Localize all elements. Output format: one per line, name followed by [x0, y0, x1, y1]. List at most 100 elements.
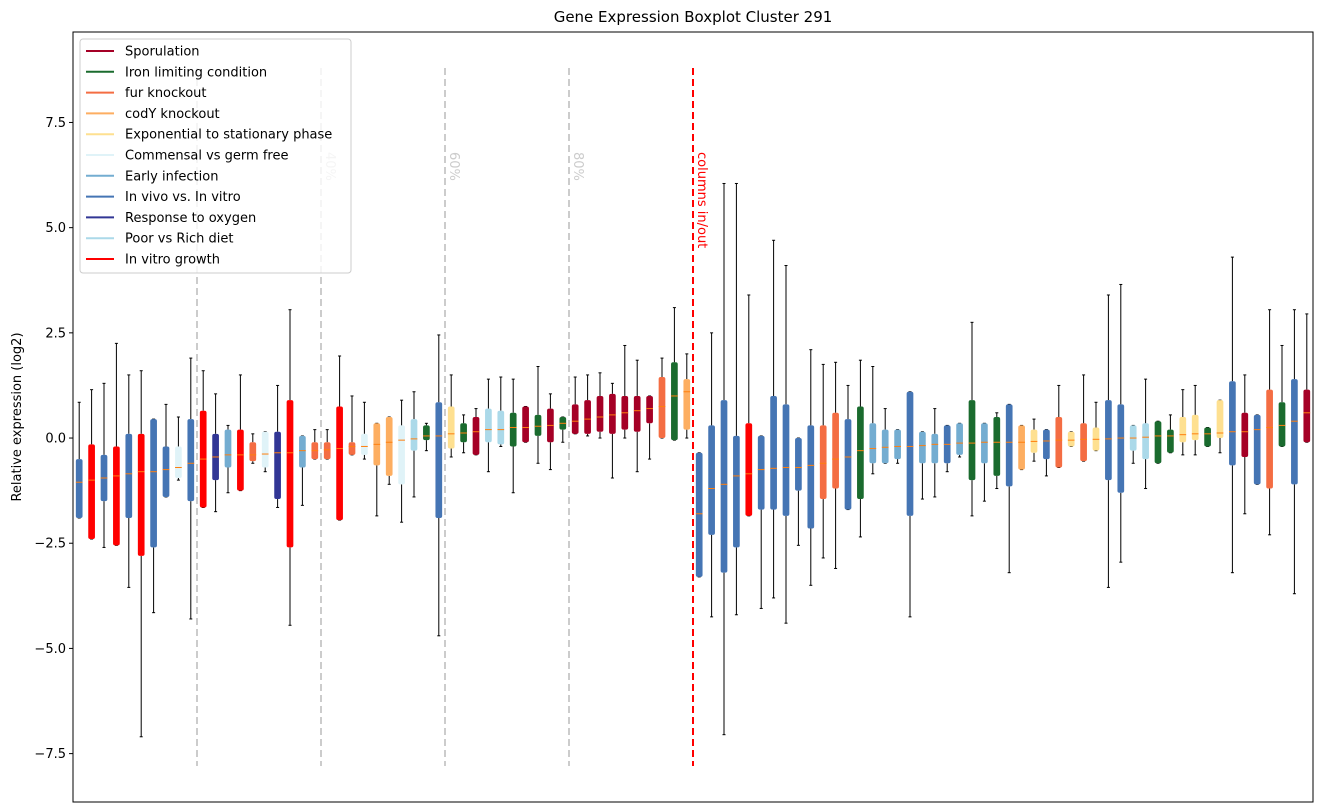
box — [720, 400, 728, 573]
box — [1043, 429, 1050, 460]
reference-label: columns in/out — [694, 152, 709, 248]
plot-frame — [72, 31, 1314, 803]
box — [472, 417, 480, 455]
box — [336, 406, 343, 521]
box — [1303, 389, 1311, 443]
box — [497, 410, 505, 445]
box — [224, 429, 232, 468]
box — [249, 442, 257, 462]
y-tick-label: 2.5 — [45, 326, 66, 341]
box — [708, 425, 715, 535]
box — [1117, 404, 1125, 493]
y-axis-label: Relative expression (log2) — [10, 332, 25, 501]
legend-label: Exponential to stationary phase — [125, 128, 332, 143]
box — [1278, 402, 1286, 447]
box — [770, 395, 777, 510]
box — [137, 433, 145, 556]
box — [522, 406, 529, 443]
box — [1105, 400, 1112, 481]
box — [299, 435, 306, 468]
box — [857, 406, 864, 500]
box — [1266, 389, 1273, 489]
box — [1216, 400, 1224, 439]
box — [646, 395, 653, 424]
box — [534, 414, 542, 436]
box — [683, 379, 691, 430]
box — [881, 429, 889, 464]
legend: Sporulation Iron limiting condition fur kn… — [79, 38, 352, 274]
reference-label: 80% — [570, 152, 585, 181]
box — [485, 408, 492, 443]
box — [1179, 417, 1187, 443]
legend-label: Response to oxygen — [125, 211, 256, 226]
box — [906, 391, 914, 516]
y-tick-label: 5.0 — [45, 221, 66, 236]
box — [1167, 429, 1174, 453]
box — [609, 393, 616, 434]
box — [981, 423, 988, 464]
box — [745, 423, 753, 516]
legend-label: In vivo vs. In vitro — [125, 190, 241, 205]
box — [125, 433, 133, 518]
y-tick-label: −2.5 — [34, 537, 66, 552]
box — [819, 425, 827, 500]
legend-label: codY knockout — [125, 107, 220, 122]
legend-label: Poor vs Rich diet — [125, 232, 233, 247]
legend-label: fur knockout — [125, 86, 207, 101]
box — [187, 419, 195, 502]
box — [509, 412, 517, 447]
legend-box — [79, 38, 352, 274]
box — [237, 429, 244, 491]
box — [348, 442, 356, 455]
box — [584, 400, 591, 434]
box — [1080, 423, 1087, 462]
box — [795, 438, 802, 491]
box — [1229, 381, 1236, 466]
box — [113, 446, 120, 546]
box — [1142, 423, 1149, 460]
box — [361, 433, 368, 455]
box — [175, 446, 182, 479]
y-tick-label: −7.5 — [34, 747, 66, 762]
y-tick-label: 7.5 — [45, 116, 66, 131]
box — [435, 402, 443, 518]
legend-label: Commensal vs germ free — [125, 149, 288, 164]
box — [757, 435, 765, 510]
box — [1291, 379, 1298, 485]
box — [894, 429, 901, 460]
legend-label: Iron limiting condition — [125, 65, 267, 80]
legend-label: Early infection — [125, 169, 218, 184]
box — [410, 419, 418, 451]
box — [782, 404, 790, 516]
box — [671, 362, 678, 441]
box — [88, 444, 95, 540]
box — [323, 442, 331, 460]
box — [75, 459, 83, 518]
box — [1018, 425, 1025, 470]
legend-label: In vitro growth — [125, 253, 220, 268]
box — [832, 412, 839, 489]
box — [968, 400, 976, 481]
box — [423, 425, 430, 441]
box — [633, 395, 641, 432]
box — [931, 433, 939, 464]
box — [447, 406, 455, 449]
box — [993, 417, 1001, 476]
box — [1241, 412, 1249, 457]
box — [869, 423, 877, 464]
box — [162, 446, 170, 497]
box — [695, 452, 703, 577]
box — [844, 419, 852, 510]
box — [1067, 431, 1075, 447]
box — [919, 431, 926, 464]
box — [385, 417, 393, 476]
box — [398, 425, 405, 485]
box — [596, 395, 604, 432]
box — [733, 435, 740, 548]
y-tick-label: 0.0 — [45, 432, 66, 447]
legend-label: Sporulation — [125, 45, 200, 60]
box — [1253, 414, 1261, 485]
box — [658, 377, 666, 439]
box — [286, 400, 294, 548]
